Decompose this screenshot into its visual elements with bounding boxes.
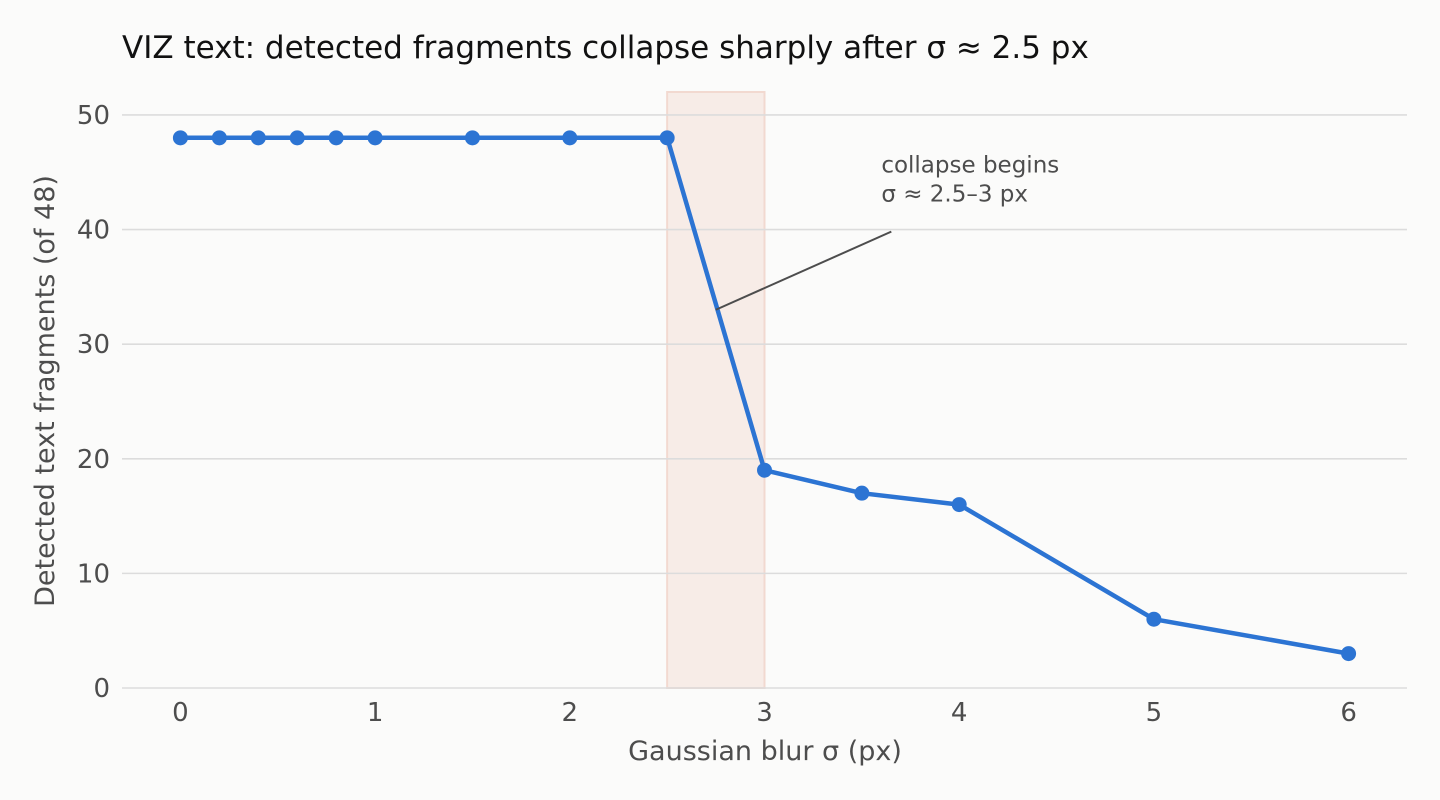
data-point	[328, 130, 344, 146]
data-point	[289, 130, 305, 146]
y-tick-label: 30	[77, 330, 110, 360]
annotation-text: collapse begins	[881, 153, 1059, 179]
gridlines	[122, 114, 1407, 689]
x-tick-label: 2	[562, 698, 579, 728]
x-tick-label: 0	[172, 698, 189, 728]
y-tick-label: 20	[77, 445, 110, 475]
annotation-arrow	[715, 230, 892, 311]
y-tick-label: 40	[77, 216, 110, 246]
data-point	[1341, 646, 1357, 662]
data-point	[854, 485, 870, 501]
x-tick-label: 1	[367, 698, 384, 728]
x-tick-label: 4	[951, 698, 968, 728]
data-point	[211, 130, 227, 146]
data-point	[562, 130, 578, 146]
y-tick-label: 0	[93, 674, 110, 704]
data-point	[1146, 611, 1162, 627]
data-point	[659, 130, 675, 146]
x-tick-label: 5	[1146, 698, 1163, 728]
series-layer	[172, 130, 1357, 662]
data-point	[367, 130, 383, 146]
annotation-text: σ ≈ 2.5–3 px	[881, 182, 1028, 208]
x-axis-label: Gaussian blur σ (px)	[628, 736, 902, 767]
chart-title: VIZ text: detected fragments collapse sh…	[122, 30, 1089, 66]
y-axis-label: Detected text fragments (of 48)	[30, 175, 61, 607]
data-point	[464, 130, 480, 146]
x-tick-label: 6	[1340, 698, 1357, 728]
tick-labels: 0 10 20 30 40 50 0 1 2 3 4 5 6	[77, 101, 1357, 728]
y-tick-label: 10	[77, 559, 110, 589]
data-point	[172, 130, 188, 146]
data-point	[757, 462, 772, 478]
annotation-layer: collapse begins σ ≈ 2.5–3 px	[715, 153, 1059, 311]
data-point	[250, 130, 266, 146]
y-tick-label: 50	[77, 101, 110, 131]
data-point	[951, 497, 967, 513]
x-tick-label: 3	[756, 698, 773, 728]
